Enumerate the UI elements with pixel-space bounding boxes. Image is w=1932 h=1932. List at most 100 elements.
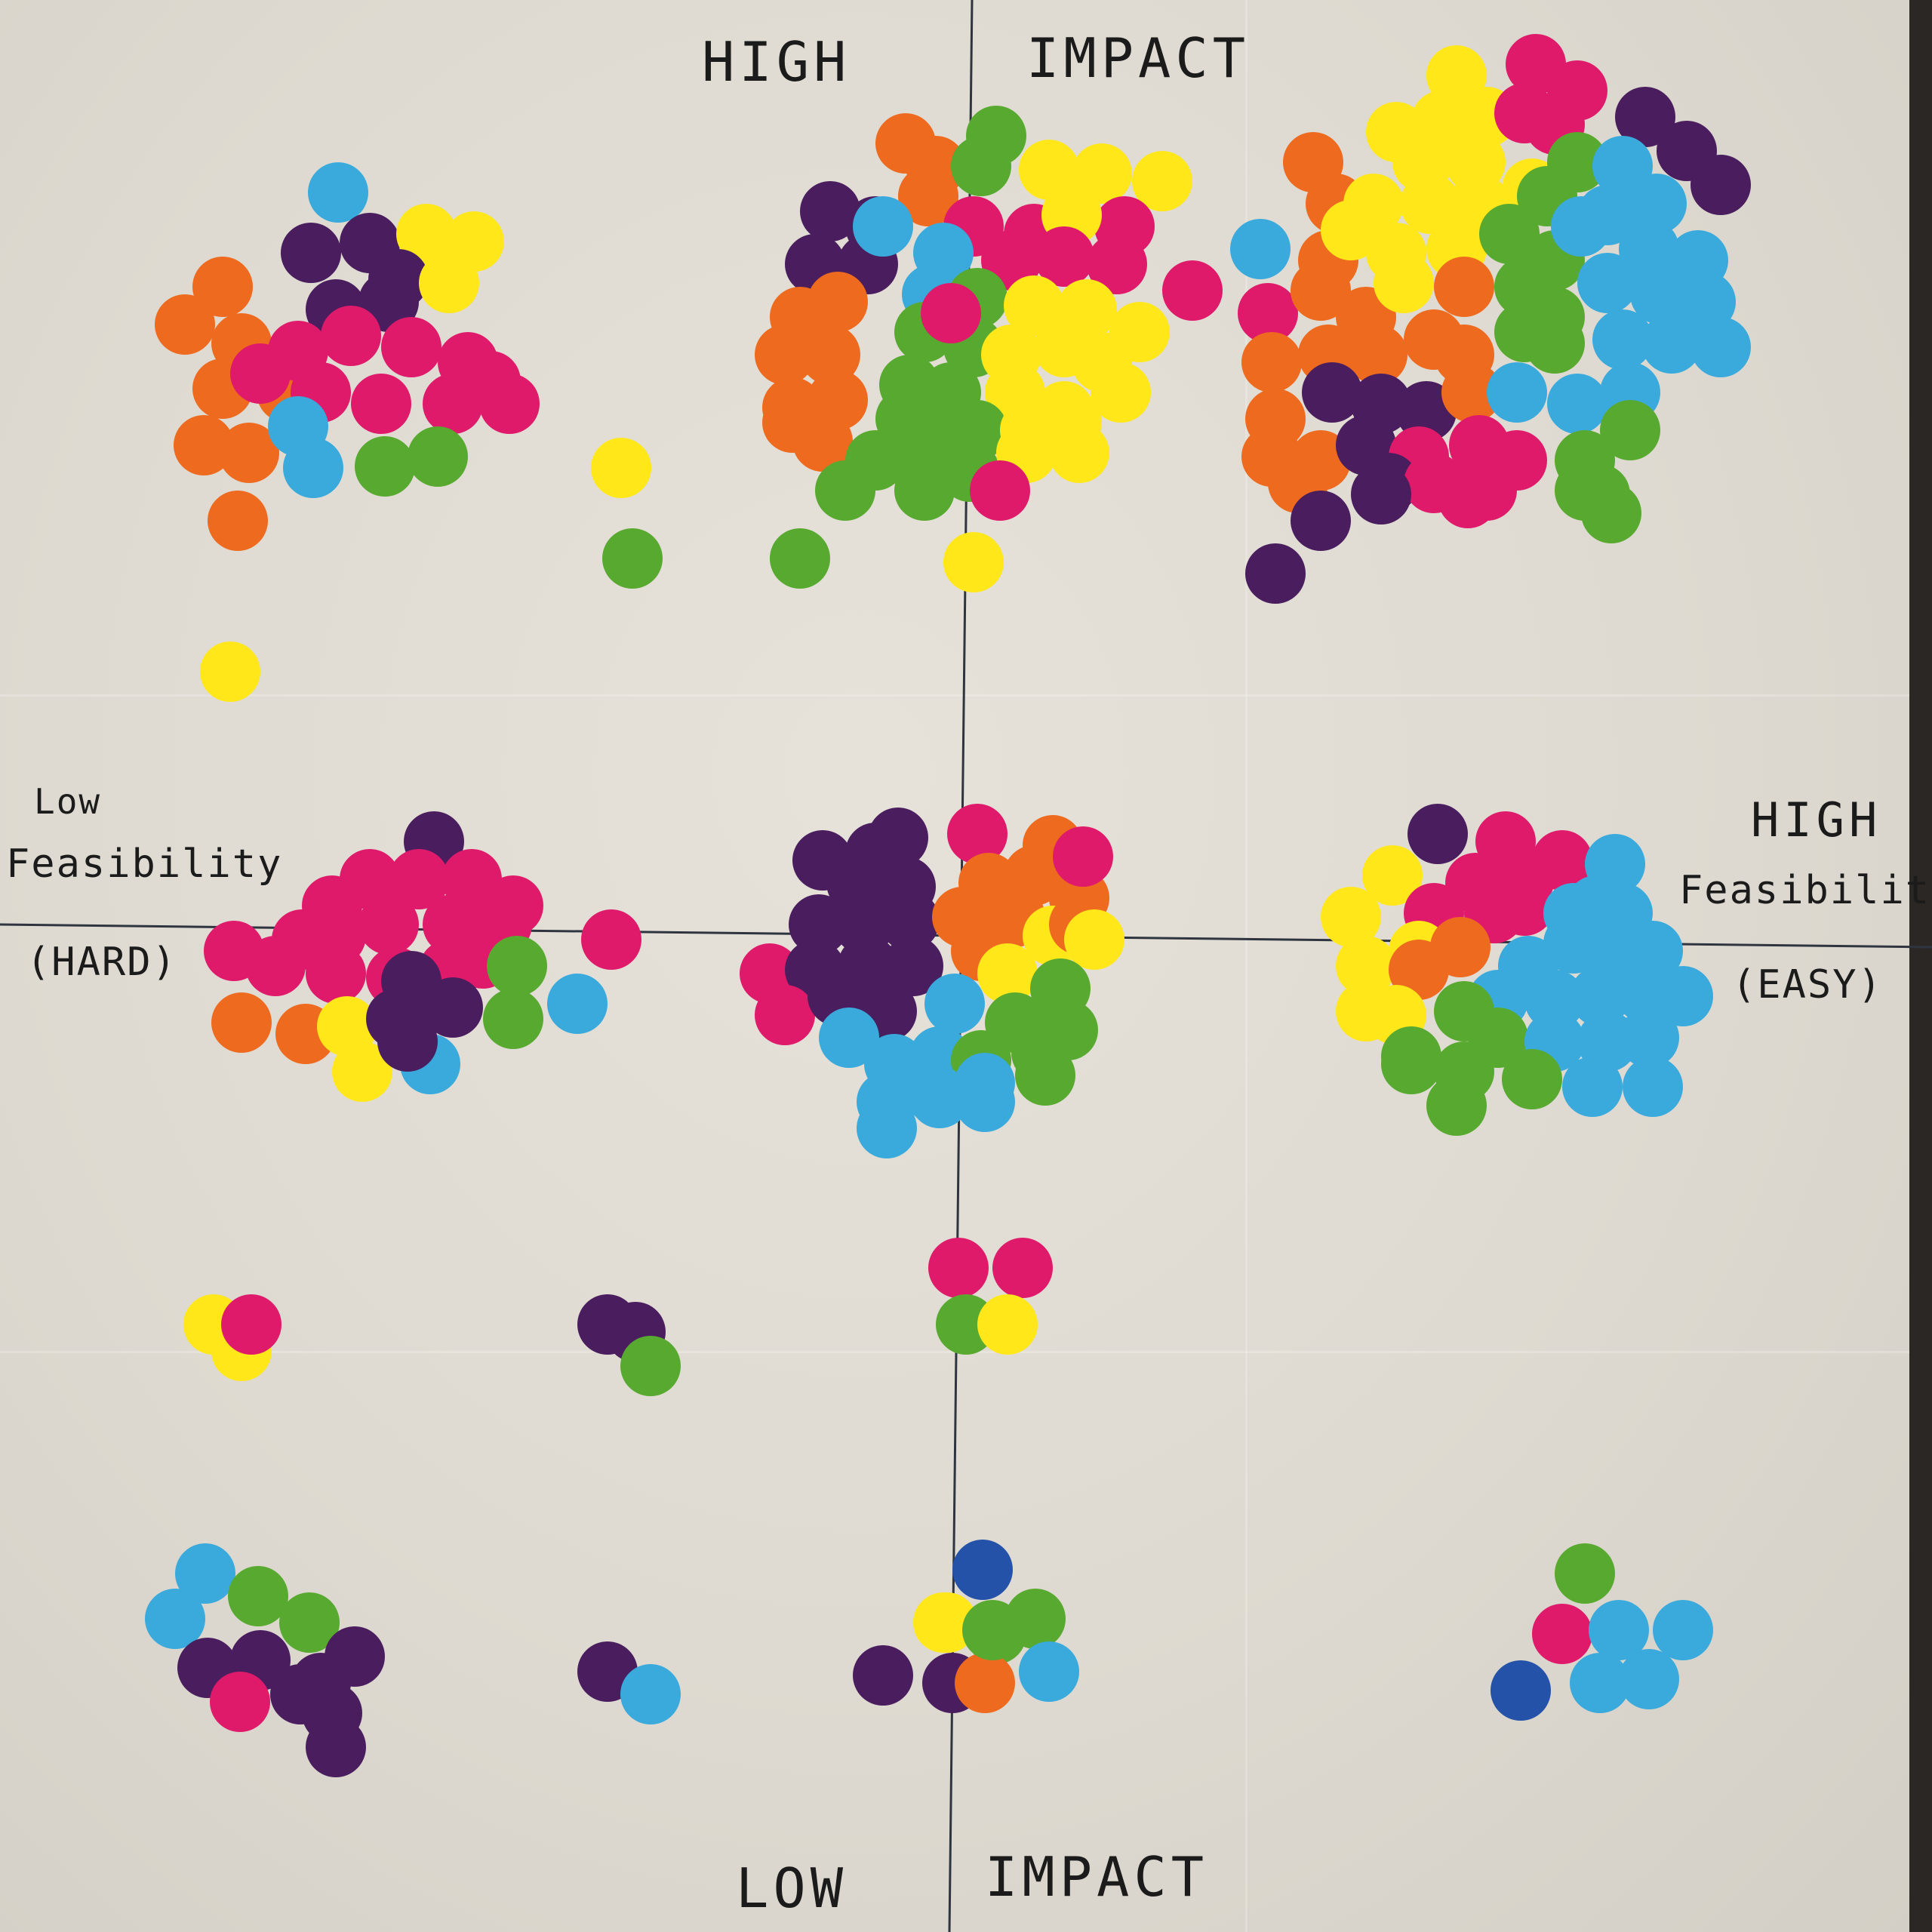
pink-sticker-dot [1494,875,1555,936]
pink-sticker-dot [1087,234,1147,294]
pink-sticker-dot [921,283,981,343]
label-hard: (HARD) [26,940,177,985]
green-sticker-dot [355,436,415,497]
orange-sticker-dot [898,166,958,226]
pink-sticker-dot [947,804,1008,864]
pink-sticker-dot [221,1294,281,1355]
green-sticker-dot [1015,1045,1075,1106]
orange-sticker-dot [792,411,853,472]
green-sticker-dot [1381,1026,1441,1087]
blue-sticker-dot [1653,966,1713,1026]
green-sticker-dot [228,1566,288,1626]
pink-sticker-dot [306,943,366,1004]
purple-sticker-dot [377,1011,438,1072]
yellow-sticker-dot [1049,423,1109,483]
blue-sticker-dot [1551,196,1611,257]
navy-sticker-dot [1491,1660,1551,1721]
orange-sticker-dot [800,325,860,385]
blue-sticker-dot [1547,374,1607,434]
yellow-sticker-dot [1064,909,1124,970]
blue-sticker-dot [1230,219,1291,279]
blue-sticker-dot [853,196,913,257]
purple-sticker-dot [879,891,940,951]
green-sticker-dot [936,1294,996,1355]
yellow-sticker-dot [1019,140,1079,200]
purple-sticker-dot [306,1717,366,1777]
orange-sticker-dot [1347,325,1407,385]
orange-sticker-dot [955,1653,1015,1713]
label-impact-top: IMPACT [1026,26,1251,90]
orange-sticker-dot [1241,332,1302,392]
green-sticker-dot [815,460,875,521]
purple-sticker-dot [423,977,483,1038]
pink-sticker-dot [928,1238,989,1298]
green-sticker-dot [875,389,936,449]
orange-sticker-dot [155,294,215,355]
orange-sticker-dot [1291,260,1351,321]
blue-sticker-dot [283,438,343,498]
green-sticker-dot [1426,1075,1487,1136]
blue-sticker-dot [145,1589,205,1649]
green-sticker-dot [408,426,468,487]
orange-sticker-dot [219,423,279,483]
green-sticker-dot [951,136,1011,196]
pink-sticker-dot [1532,1604,1592,1664]
yellow-sticker-dot [977,943,1038,1004]
pink-sticker-dot [1034,226,1094,287]
pink-sticker-dot [381,317,441,377]
yellow-sticker-dot [977,1294,1038,1355]
yellow-sticker-dot [332,1041,392,1102]
yellow-sticker-dot [1004,275,1064,336]
purple-sticker-dot [853,1645,913,1706]
yellow-sticker-dot [917,1592,977,1653]
yellow-sticker-dot [1400,174,1460,234]
green-sticker-dot [279,1592,340,1653]
purple-sticker-dot [1291,491,1351,551]
yellow-sticker-dot [591,438,651,498]
blue-sticker-dot [924,974,985,1034]
blue-sticker-dot [620,1664,681,1724]
yellow-sticker-dot [1362,845,1423,906]
yellow-sticker-dot [419,253,479,313]
yellow-sticker-dot [1336,936,1396,996]
blue-sticker-dot [1619,1008,1679,1068]
pink-sticker-dot [245,936,306,996]
pink-sticker-dot [1438,468,1498,528]
green-sticker-dot [602,528,663,589]
blue-sticker-dot [547,974,608,1034]
pink-sticker-dot [358,894,419,955]
navy-sticker-dot [952,1540,1013,1600]
blue-sticker-dot [1589,1600,1649,1660]
paper-fold [0,694,1909,697]
green-sticker-dot [1479,204,1540,264]
orange-sticker-dot [174,415,234,475]
pink-sticker-dot [351,374,411,434]
purple-sticker-dot [281,223,341,283]
orange-sticker-dot [808,272,868,332]
label-feasibility-left: Feasibility [6,841,283,887]
purple-sticker-dot [1245,543,1306,604]
pink-sticker-dot [1053,826,1113,887]
blue-sticker-dot [1487,362,1547,423]
blue-sticker-dot [1019,1641,1079,1702]
label-feasibility-right: Feasibility [1679,868,1932,913]
pink-sticker-dot [389,849,449,909]
blue-sticker-dot [175,1543,235,1604]
blue-sticker-dot [1641,313,1702,374]
pink-sticker-dot [970,460,1030,521]
blue-sticker-dot [857,1098,917,1158]
blue-sticker-dot [1562,1057,1623,1117]
blue-sticker-dot [1524,970,1585,1030]
yellow-sticker-dot [1321,200,1381,260]
blue-sticker-dot [308,162,368,223]
orange-sticker-dot [192,257,253,317]
yellow-sticker-dot [396,204,457,264]
purple-sticker-dot [789,894,849,955]
label-high-top: HIGH [702,30,851,94]
orange-sticker-dot [1441,362,1502,423]
pink-sticker-dot [423,374,483,434]
orange-sticker-dot [1389,940,1449,1000]
purple-sticker-dot [1690,155,1751,215]
blue-sticker-dot [1690,317,1751,377]
